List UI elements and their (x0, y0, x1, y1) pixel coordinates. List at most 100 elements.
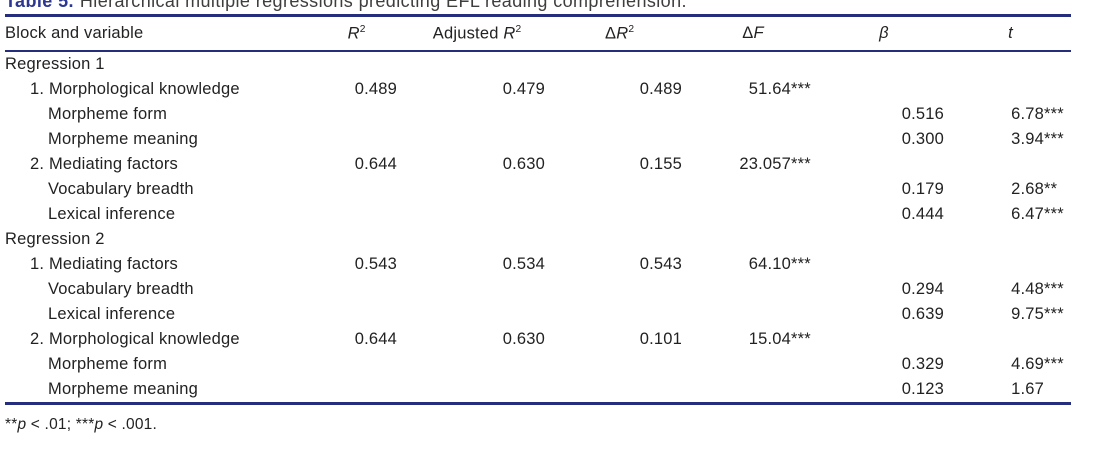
cell-label: Morpheme meaning (5, 377, 310, 405)
t-value: 1.67 (1011, 380, 1044, 398)
t-significance-stars: *** (1044, 305, 1064, 323)
cell-r2 (310, 177, 403, 202)
cell-beta (818, 327, 950, 352)
cell-adj_r2 (403, 377, 551, 405)
cell-adj_r2: 0.630 (502, 155, 545, 173)
t-significance-stars: *** (1044, 355, 1064, 373)
cell-r2: 0.644 (354, 155, 397, 173)
cell-delta_r2: 0.489 (639, 80, 682, 98)
cell-beta: 0.639 (901, 305, 944, 323)
cell-r2 (310, 227, 403, 252)
cell-beta: 0.123 (818, 377, 950, 405)
t-significance-stars: *** (1044, 130, 1064, 148)
cell-delta_r2 (551, 202, 688, 227)
table-row: 1. Morphological knowledge 0.489 0.479 0.48… (5, 77, 1071, 102)
cell-t: 4.48*** (950, 277, 1071, 302)
cell-r2: 0.543 (354, 255, 397, 273)
cell-beta: 0.294 (901, 280, 944, 298)
cell-delta_r2: 0.543 (639, 255, 682, 273)
footnote-stars-001: *** (75, 416, 95, 433)
cell-delta_r2 (551, 127, 688, 152)
cell-r2: 0.644 (354, 330, 397, 348)
table-row: Morpheme form 0.516 6.78*** (5, 102, 1071, 127)
header-block-and-variable: Block and variable (5, 15, 310, 52)
cell-t (950, 51, 1071, 77)
cell-beta (818, 227, 950, 252)
table-body: Regression 1 1. Morphological knowledge 0.… (5, 51, 1071, 405)
t-significance-stars: *** (1044, 105, 1064, 123)
footnote-stars-01: ** (5, 416, 18, 433)
cell-label: Regression 2 (5, 230, 105, 248)
table-caption: Table 5. Hierarchical multiple regression… (5, 0, 687, 12)
header-delta-r2: ΔR2 (551, 15, 688, 52)
cell-t (950, 327, 1071, 352)
t-value: 6.47 (1011, 205, 1044, 223)
footnote-text-001: < .001. (103, 416, 158, 433)
cell-delta_f (688, 227, 818, 252)
cell-delta_f: 64.10*** (688, 252, 818, 277)
t-value: 4.69 (1011, 355, 1044, 373)
cell-delta_r2 (551, 302, 688, 327)
cell-delta_f (688, 102, 818, 127)
t-value: 4.48 (1011, 280, 1044, 298)
footnote-text-01: < .01; (26, 416, 76, 433)
delta_f-value: 23.057 (739, 155, 791, 173)
cell-delta_r2: 0.101 (639, 330, 682, 348)
cell-delta_f (688, 302, 818, 327)
cell-delta_f: 15.04*** (688, 327, 818, 352)
cell-beta: 0.444 (901, 205, 944, 223)
cell-t: 4.69*** (950, 352, 1071, 377)
cell-beta: 0.300 (901, 130, 944, 148)
regression-table: Block and variable R2 Adjusted R2 ΔR2 ΔF… (5, 14, 1071, 405)
table-row: Vocabulary breadth 0.294 4.48*** (5, 277, 1071, 302)
cell-r2 (310, 302, 403, 327)
cell-adj_r2 (403, 302, 551, 327)
cell-delta_r2 (551, 51, 688, 77)
cell-delta_r2 (551, 277, 688, 302)
delta_f-significance-stars: *** (791, 330, 811, 348)
cell-t (950, 252, 1071, 277)
cell-label: Regression 1 (5, 55, 105, 73)
cell-adj_r2 (403, 127, 551, 152)
cell-beta (818, 152, 950, 177)
cell-adj_r2: 0.534 (502, 255, 545, 273)
table-caption-text: Hierarchical multiple regressions predic… (79, 0, 687, 11)
cell-delta_r2 (551, 377, 688, 405)
cell-t: 1.67 (950, 377, 1071, 405)
cell-delta_f (688, 277, 818, 302)
table-row: Regression 1 (5, 51, 1071, 77)
cell-delta_f (688, 377, 818, 405)
table-row: Regression 2 (5, 227, 1071, 252)
cell-delta_f: 23.057*** (688, 152, 818, 177)
header-beta: β (818, 15, 950, 52)
delta_f-significance-stars: *** (791, 255, 811, 273)
t-significance-stars: ** (1044, 180, 1058, 198)
cell-adj_r2 (403, 277, 551, 302)
cell-delta_f: 51.64*** (688, 77, 818, 102)
cell-label: Vocabulary breadth (48, 280, 194, 298)
table-row: 2. Mediating factors 0.644 0.630 0.155 23.05… (5, 152, 1071, 177)
cell-label: 2. Morphological knowledge (30, 330, 240, 348)
cell-r2 (310, 202, 403, 227)
cell-adj_r2 (403, 102, 551, 127)
cell-r2 (310, 277, 403, 302)
cell-t (950, 152, 1071, 177)
table-row: Vocabulary breadth 0.179 2.68** (5, 177, 1071, 202)
table-row: Morpheme meaning 0.300 3.94*** (5, 127, 1071, 152)
cell-delta_f (688, 51, 818, 77)
cell-t: 3.94*** (950, 127, 1071, 152)
footnote-p-001: p (94, 416, 104, 433)
cell-beta (818, 77, 950, 102)
t-value: 9.75 (1011, 305, 1044, 323)
cell-label: Morpheme form (48, 355, 168, 373)
cell-r2 (310, 352, 403, 377)
cell-delta_r2 (551, 102, 688, 127)
cell-label: Morpheme form (48, 105, 168, 123)
cell-r2 (310, 127, 403, 152)
cell-delta_f (688, 202, 818, 227)
cell-r2 (310, 51, 403, 77)
table-footnote: **p < .01; ***p < .001. (5, 416, 157, 434)
cell-adj_r2 (403, 352, 551, 377)
delta_f-significance-stars: *** (791, 80, 811, 98)
